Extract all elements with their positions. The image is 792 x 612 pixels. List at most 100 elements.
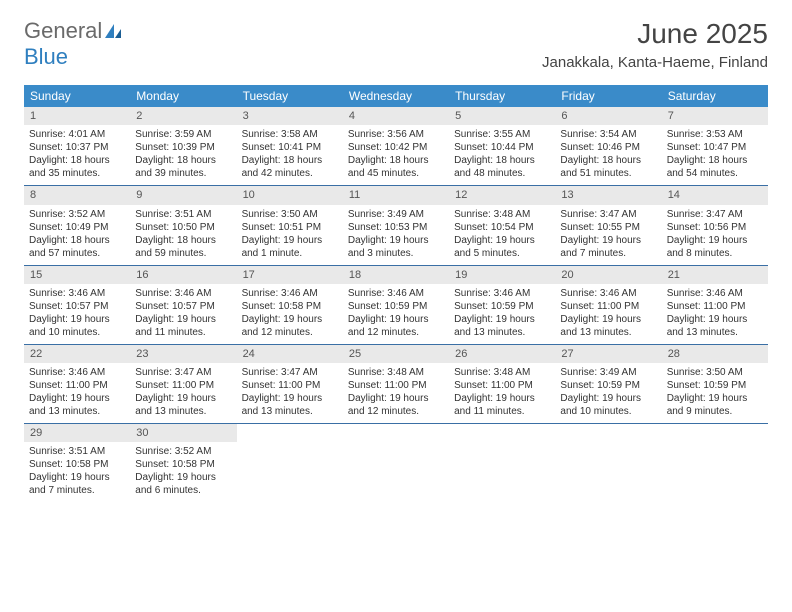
day-number: 23 [130,345,236,363]
day-body: Sunrise: 3:47 AMSunset: 11:00 PMDaylight… [130,363,236,423]
day-number: 7 [662,107,768,125]
sunset-text: Sunset: 11:00 PM [560,300,656,313]
empty-cell [237,424,343,502]
day-cell: 4Sunrise: 3:56 AMSunset: 10:42 PMDayligh… [343,107,449,185]
sunrise-text: Sunrise: 3:50 AM [667,366,763,379]
daylight-text: Daylight: 18 hours and 35 minutes. [29,154,125,180]
sunset-text: Sunset: 11:00 PM [348,379,444,392]
day-number: 22 [24,345,130,363]
day-number: 11 [343,186,449,204]
day-body: Sunrise: 4:01 AMSunset: 10:37 PMDaylight… [24,125,130,185]
day-number: 30 [130,424,236,442]
day-cell: 3Sunrise: 3:58 AMSunset: 10:41 PMDayligh… [237,107,343,185]
sunset-text: Sunset: 11:00 PM [29,379,125,392]
day-number: 27 [555,345,661,363]
day-number: 5 [449,107,555,125]
day-body: Sunrise: 3:52 AMSunset: 10:58 PMDaylight… [130,442,236,502]
daylight-text: Daylight: 19 hours and 10 minutes. [29,313,125,339]
day-number: 12 [449,186,555,204]
sunrise-text: Sunrise: 3:59 AM [135,128,231,141]
day-cell: 16Sunrise: 3:46 AMSunset: 10:57 PMDaylig… [130,266,236,344]
day-number: 2 [130,107,236,125]
sunrise-text: Sunrise: 3:58 AM [242,128,338,141]
day-number: 25 [343,345,449,363]
day-cell: 18Sunrise: 3:46 AMSunset: 10:59 PMDaylig… [343,266,449,344]
daylight-text: Daylight: 18 hours and 39 minutes. [135,154,231,180]
day-body: Sunrise: 3:46 AMSunset: 10:57 PMDaylight… [130,284,236,344]
day-cell: 11Sunrise: 3:49 AMSunset: 10:53 PMDaylig… [343,186,449,264]
day-number: 10 [237,186,343,204]
sunrise-text: Sunrise: 3:48 AM [454,208,550,221]
empty-cell [449,424,555,502]
location: Janakkala, Kanta-Haeme, Finland [542,54,768,71]
sunset-text: Sunset: 10:59 PM [348,300,444,313]
day-number: 18 [343,266,449,284]
day-body: Sunrise: 3:48 AMSunset: 11:00 PMDaylight… [449,363,555,423]
empty-cell [662,424,768,502]
sunrise-text: Sunrise: 3:52 AM [135,445,231,458]
logo-word1: General [24,18,102,43]
daylight-text: Daylight: 18 hours and 59 minutes. [135,234,231,260]
daylight-text: Daylight: 18 hours and 51 minutes. [560,154,656,180]
day-body: Sunrise: 3:47 AMSunset: 10:56 PMDaylight… [662,205,768,265]
day-cell: 13Sunrise: 3:47 AMSunset: 10:55 PMDaylig… [555,186,661,264]
day-header-fri: Friday [555,85,661,107]
day-body: Sunrise: 3:46 AMSunset: 10:59 PMDaylight… [449,284,555,344]
daylight-text: Daylight: 19 hours and 12 minutes. [242,313,338,339]
daylight-text: Daylight: 19 hours and 13 minutes. [135,392,231,418]
sunrise-text: Sunrise: 3:46 AM [454,287,550,300]
day-body: Sunrise: 3:59 AMSunset: 10:39 PMDaylight… [130,125,236,185]
sunset-text: Sunset: 10:51 PM [242,221,338,234]
day-body: Sunrise: 3:48 AMSunset: 11:00 PMDaylight… [343,363,449,423]
daylight-text: Daylight: 18 hours and 48 minutes. [454,154,550,180]
sunset-text: Sunset: 10:57 PM [29,300,125,313]
calendar: Sunday Monday Tuesday Wednesday Thursday… [24,85,768,502]
day-body: Sunrise: 3:49 AMSunset: 10:59 PMDaylight… [555,363,661,423]
logo-word2: Blue [24,44,68,69]
daylight-text: Daylight: 19 hours and 7 minutes. [560,234,656,260]
sunrise-text: Sunrise: 3:47 AM [242,366,338,379]
sunset-text: Sunset: 11:00 PM [135,379,231,392]
sunset-text: Sunset: 10:37 PM [29,141,125,154]
daylight-text: Daylight: 19 hours and 11 minutes. [135,313,231,339]
sunrise-text: Sunrise: 3:46 AM [560,287,656,300]
daylight-text: Daylight: 18 hours and 42 minutes. [242,154,338,180]
day-number: 14 [662,186,768,204]
daylight-text: Daylight: 19 hours and 13 minutes. [667,313,763,339]
week-row: 29Sunrise: 3:51 AMSunset: 10:58 PMDaylig… [24,424,768,502]
day-body: Sunrise: 3:51 AMSunset: 10:58 PMDaylight… [24,442,130,502]
sunrise-text: Sunrise: 3:46 AM [348,287,444,300]
sunset-text: Sunset: 11:00 PM [454,379,550,392]
sunset-text: Sunset: 10:46 PM [560,141,656,154]
day-number: 3 [237,107,343,125]
week-row: 15Sunrise: 3:46 AMSunset: 10:57 PMDaylig… [24,266,768,345]
week-row: 1Sunrise: 4:01 AMSunset: 10:37 PMDayligh… [24,107,768,186]
day-body: Sunrise: 3:53 AMSunset: 10:47 PMDaylight… [662,125,768,185]
day-cell: 19Sunrise: 3:46 AMSunset: 10:59 PMDaylig… [449,266,555,344]
day-cell: 14Sunrise: 3:47 AMSunset: 10:56 PMDaylig… [662,186,768,264]
sunrise-text: Sunrise: 3:48 AM [348,366,444,379]
day-cell: 22Sunrise: 3:46 AMSunset: 11:00 PMDaylig… [24,345,130,423]
day-cell: 29Sunrise: 3:51 AMSunset: 10:58 PMDaylig… [24,424,130,502]
daylight-text: Daylight: 19 hours and 1 minute. [242,234,338,260]
sunrise-text: Sunrise: 3:56 AM [348,128,444,141]
day-cell: 8Sunrise: 3:52 AMSunset: 10:49 PMDayligh… [24,186,130,264]
daylight-text: Daylight: 18 hours and 54 minutes. [667,154,763,180]
daylight-text: Daylight: 19 hours and 12 minutes. [348,392,444,418]
day-cell: 30Sunrise: 3:52 AMSunset: 10:58 PMDaylig… [130,424,236,502]
day-body: Sunrise: 3:50 AMSunset: 10:59 PMDaylight… [662,363,768,423]
sunrise-text: Sunrise: 3:48 AM [454,366,550,379]
day-cell: 10Sunrise: 3:50 AMSunset: 10:51 PMDaylig… [237,186,343,264]
weeks-container: 1Sunrise: 4:01 AMSunset: 10:37 PMDayligh… [24,107,768,502]
sunset-text: Sunset: 10:59 PM [454,300,550,313]
day-cell: 23Sunrise: 3:47 AMSunset: 11:00 PMDaylig… [130,345,236,423]
week-row: 8Sunrise: 3:52 AMSunset: 10:49 PMDayligh… [24,186,768,265]
header: General Blue June 2025 Janakkala, Kanta-… [0,0,792,77]
sail-icon [104,23,122,39]
day-body: Sunrise: 3:52 AMSunset: 10:49 PMDaylight… [24,205,130,265]
sunset-text: Sunset: 10:59 PM [560,379,656,392]
sunrise-text: Sunrise: 3:46 AM [242,287,338,300]
daylight-text: Daylight: 19 hours and 5 minutes. [454,234,550,260]
day-body: Sunrise: 3:55 AMSunset: 10:44 PMDaylight… [449,125,555,185]
sunset-text: Sunset: 10:54 PM [454,221,550,234]
